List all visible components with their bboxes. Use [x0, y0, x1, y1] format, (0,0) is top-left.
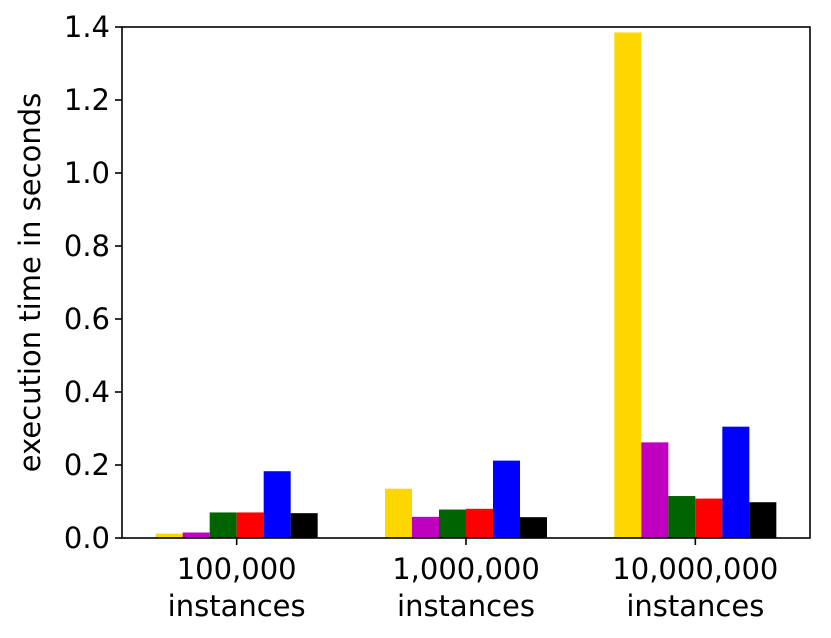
x-tick-label: 10,000,000: [612, 552, 778, 586]
y-axis: 0.0 0.2 0.4 0.6 0.8 1.0 1.2 1.4: [64, 10, 122, 555]
y-tick-label: 0.6: [64, 302, 110, 336]
bar: [385, 488, 412, 538]
x-tick-label: instances: [397, 589, 535, 623]
bar: [412, 516, 439, 538]
x-tick-label: instances: [168, 589, 306, 623]
bar: [263, 471, 291, 538]
x-axis: 100,000instances1,000,000instances10,000…: [168, 538, 778, 623]
bar: [493, 460, 520, 538]
bar: [614, 32, 642, 538]
x-tick-label: 100,000: [177, 552, 297, 586]
bar: [722, 426, 750, 538]
bars-group: [155, 32, 777, 538]
plot-frame: [121, 26, 811, 539]
bar: [209, 512, 237, 538]
bar: [520, 517, 547, 538]
y-axis-label: execution time in seconds: [13, 93, 47, 472]
bar: [749, 502, 777, 538]
bar: [641, 442, 669, 538]
y-tick-label: 1.4: [64, 10, 110, 44]
bar: [668, 496, 696, 538]
y-tick-label: 1.0: [64, 156, 110, 190]
bar: [182, 532, 210, 538]
bar: [290, 513, 318, 538]
y-tick-label: 0.4: [64, 375, 110, 409]
y-tick-label: 0.8: [64, 229, 110, 263]
x-tick-label: instances: [626, 589, 764, 623]
bar: [236, 512, 264, 538]
bar: [466, 508, 493, 538]
y-tick-label: 1.2: [64, 83, 110, 117]
y-tick-label: 0.0: [64, 521, 110, 555]
x-tick-label: 1,000,000: [392, 552, 540, 586]
bar: [695, 498, 723, 538]
y-tick-label: 0.2: [64, 448, 110, 482]
bar: [439, 509, 466, 538]
bar: [155, 533, 183, 538]
